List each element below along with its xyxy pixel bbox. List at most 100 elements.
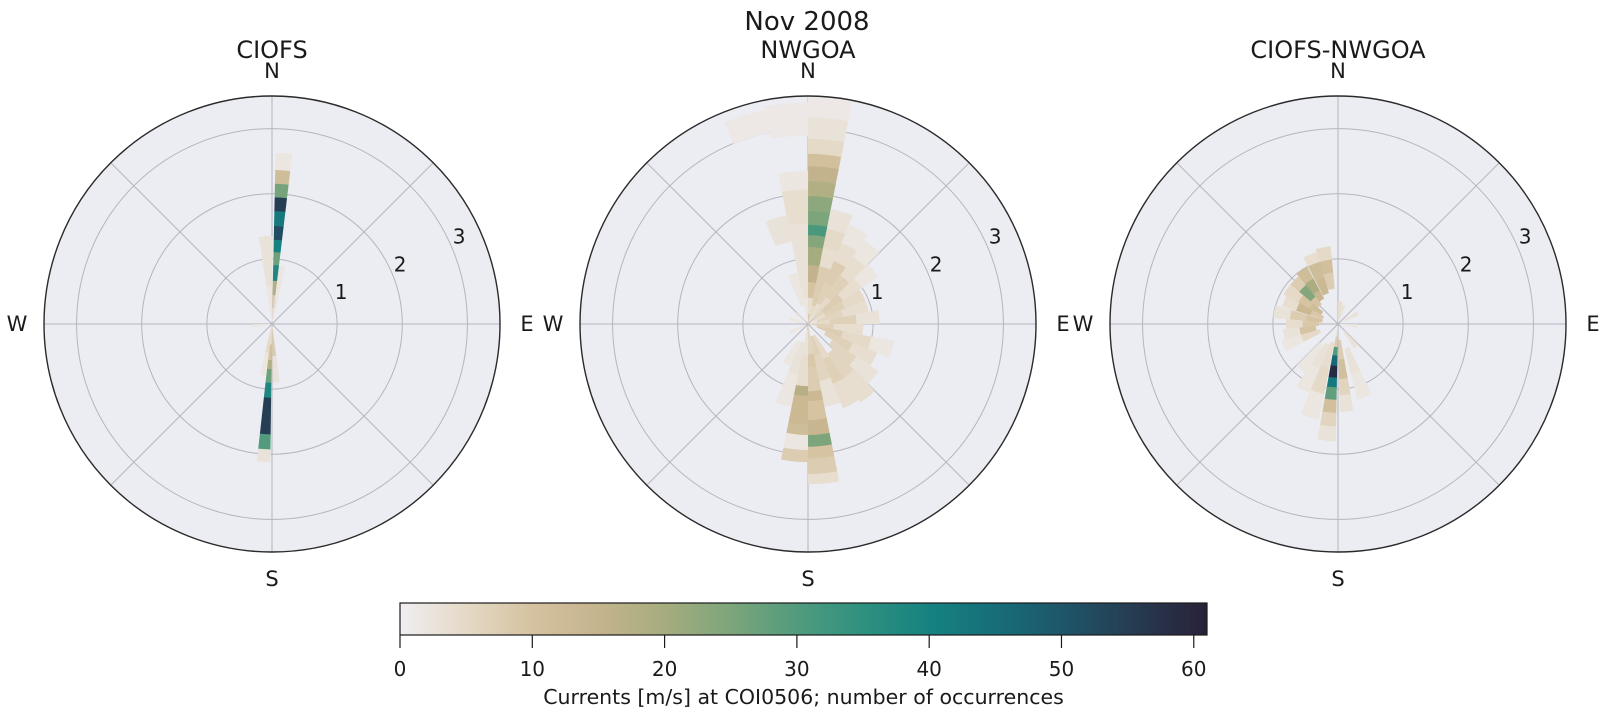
- subplot-title: CIOFS-NWGOA: [1250, 36, 1426, 64]
- petal-segment: [813, 296, 832, 318]
- petal-segment: [841, 289, 866, 309]
- direction-label-w: W: [7, 312, 28, 336]
- colorbar-border: [399, 602, 1208, 636]
- petal-segment: [825, 275, 850, 302]
- petal-segment: [1310, 309, 1325, 320]
- petal-segment: [853, 264, 879, 289]
- petal-segment: [1298, 284, 1316, 302]
- petal-segment: [827, 209, 853, 235]
- grid-spoke: [646, 323, 809, 486]
- petal-segment: [823, 331, 854, 352]
- polar-spine: [579, 95, 1037, 553]
- petal-segment: [816, 325, 844, 338]
- petal-segment: [274, 183, 289, 199]
- petal-segment: [825, 260, 846, 287]
- petal-segment: [1310, 365, 1330, 395]
- petal-segment: [765, 215, 792, 247]
- petal-segment: [1290, 276, 1307, 293]
- petal-segment: [1299, 326, 1317, 336]
- petal-segment: [1319, 259, 1334, 275]
- radial-tick-label: 2: [930, 252, 943, 276]
- petal-segment: [829, 314, 857, 325]
- petal-segment: [272, 264, 280, 282]
- petal-segment: [807, 195, 833, 214]
- figure-title: Nov 2008: [744, 7, 869, 37]
- petal-segment: [822, 356, 845, 385]
- petal-segment: [810, 335, 821, 356]
- petal-segment: [1305, 314, 1323, 323]
- petal-segment: [267, 359, 272, 370]
- rose-ciofs: 1 2 3 N E S W CIOFS: [7, 36, 534, 591]
- petal-segment: [843, 369, 875, 403]
- petal-segment: [807, 353, 817, 368]
- petal-segment: [837, 277, 863, 301]
- petal-segment: [807, 264, 820, 283]
- petal-segment: [807, 96, 853, 122]
- petal-segment: [1310, 296, 1322, 308]
- petal-segment: [1282, 295, 1300, 311]
- petal-segment: [274, 169, 291, 185]
- petal-segment: [273, 225, 284, 241]
- rose-ciofs-nwgoa: 1 2 3 N E S W CIOFS-NWGOA: [1073, 36, 1600, 591]
- colorbar-tick-label: 10: [520, 657, 545, 681]
- colorbar-tick-label: 0: [394, 657, 407, 681]
- petal-segment: [795, 354, 809, 387]
- petal-segment: [808, 302, 821, 324]
- petal-segment: [1309, 303, 1324, 315]
- petal-segment: [1350, 370, 1372, 400]
- petal-segment: [1315, 246, 1332, 262]
- petal-segment: [1322, 398, 1337, 414]
- petal-segment: [814, 353, 831, 382]
- petal-segment: [1335, 324, 1338, 338]
- petal-segment: [1338, 339, 1345, 360]
- petal-segment: [807, 281, 817, 299]
- petal-segment: [1310, 342, 1330, 370]
- petal-segment: [1300, 329, 1322, 343]
- radial-tick-label: 2: [394, 252, 407, 276]
- rose-petals: [1273, 246, 1372, 442]
- direction-label-s: S: [801, 567, 814, 591]
- petal-segment: [1337, 301, 1343, 324]
- petal-segment: [867, 336, 895, 358]
- petal-segment: [840, 256, 866, 283]
- petal-segment: [274, 197, 288, 212]
- petal-segment: [789, 324, 808, 334]
- petal-segment: [808, 304, 816, 324]
- direction-label-n: N: [1330, 59, 1346, 83]
- petal-segment: [833, 323, 864, 335]
- petal-segment: [1289, 310, 1308, 321]
- petal-segment: [849, 356, 879, 384]
- petal-segment: [258, 433, 271, 450]
- grid-spoke: [1337, 323, 1500, 486]
- petal-segment: [1320, 341, 1335, 369]
- petal-segment: [783, 432, 809, 451]
- petal-segment: [811, 284, 824, 307]
- direction-label-w: W: [543, 312, 564, 336]
- petal-segment: [272, 307, 274, 324]
- direction-label-e: E: [520, 312, 533, 336]
- colorbar-tick-label: 40: [916, 657, 941, 681]
- petal-segment: [269, 324, 272, 345]
- petal-segment: [808, 323, 835, 330]
- petal-segment: [259, 352, 269, 376]
- petal-segment: [840, 330, 872, 349]
- petal-segment: [273, 251, 281, 266]
- polar-grid: [1110, 96, 1566, 552]
- petal-segment: [1323, 272, 1335, 291]
- subplot-title: NWGOA: [760, 36, 856, 64]
- petal-segment: [1326, 376, 1337, 388]
- petal-segment: [788, 394, 809, 425]
- petal-segment: [1285, 318, 1303, 330]
- petal-segment: [793, 384, 809, 397]
- petal-segment: [807, 153, 842, 170]
- radial-tick-label: 1: [871, 280, 884, 304]
- petal-segment: [848, 342, 878, 366]
- radial-tick-label: 3: [453, 225, 466, 249]
- radial-tick-label: 2: [1460, 252, 1473, 276]
- petal-segment: [1343, 311, 1360, 322]
- petal-segment: [1332, 346, 1338, 356]
- petal-segment: [1339, 394, 1354, 412]
- petal-segment: [1302, 320, 1319, 328]
- petal-segment: [272, 298, 278, 324]
